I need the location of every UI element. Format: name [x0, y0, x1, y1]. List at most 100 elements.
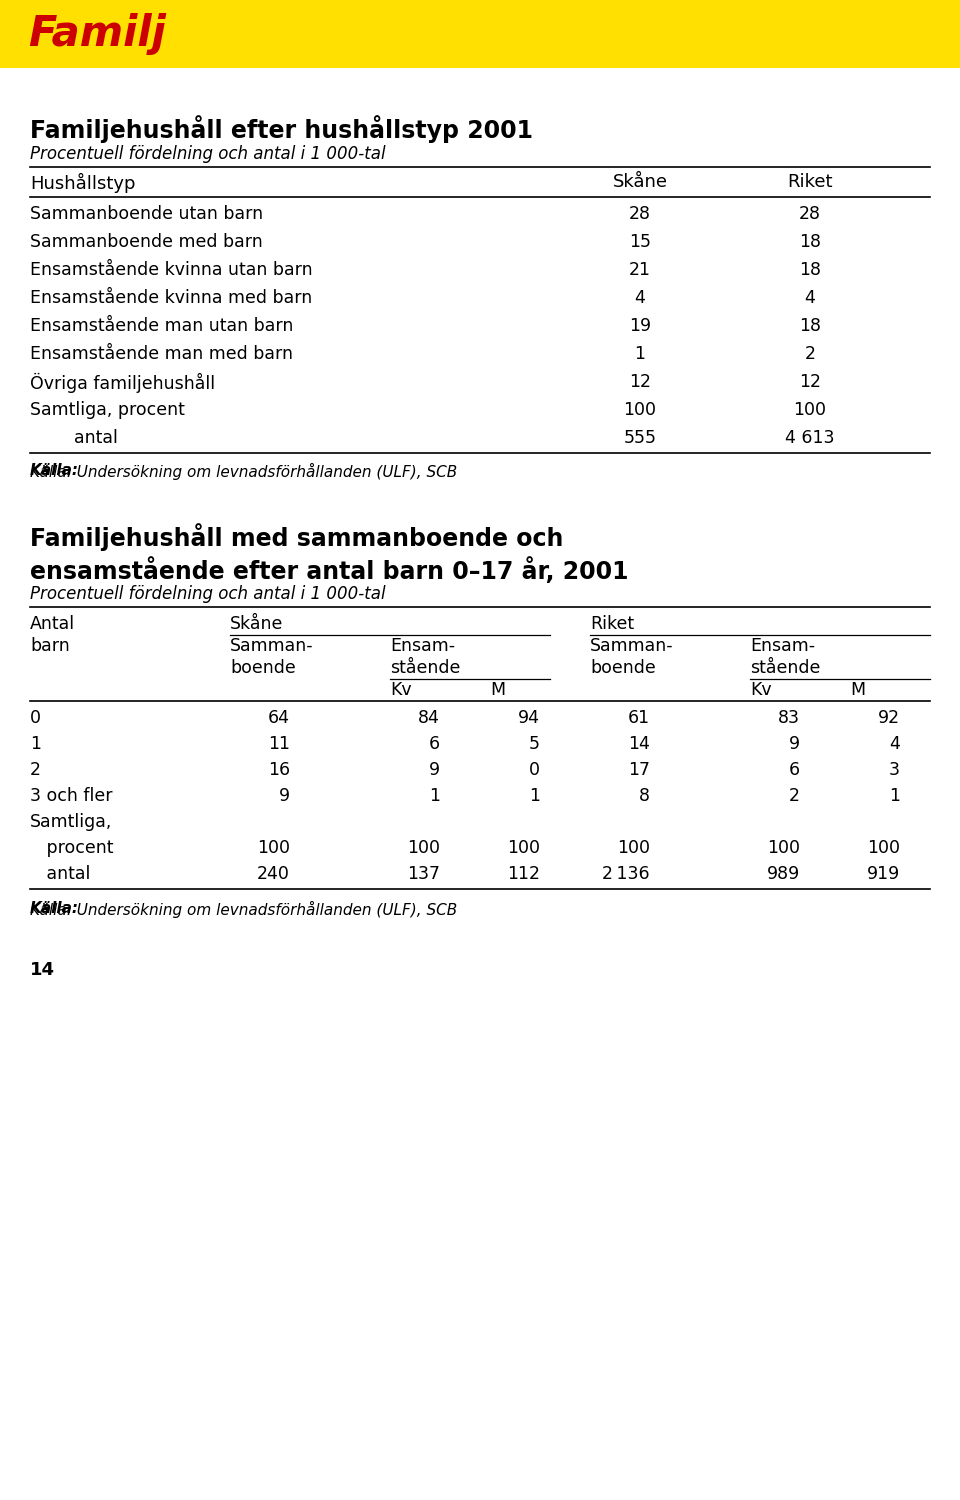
Text: 100: 100 [794, 400, 827, 418]
Text: 555: 555 [623, 429, 657, 447]
Text: 1: 1 [529, 788, 540, 806]
Text: Källa:: Källa: [30, 464, 79, 478]
Text: 17: 17 [628, 760, 650, 778]
Text: Källa:: Källa: [30, 902, 79, 916]
Text: 4: 4 [635, 290, 645, 308]
Text: boende: boende [590, 658, 656, 676]
Text: 28: 28 [799, 206, 821, 224]
Text: antal: antal [30, 429, 118, 447]
Text: ensamstående efter antal barn 0–17 år, 2001: ensamstående efter antal barn 0–17 år, 2… [30, 556, 629, 584]
Text: 28: 28 [629, 206, 651, 224]
Text: 9: 9 [429, 760, 440, 778]
Text: 2 136: 2 136 [602, 865, 650, 883]
Text: Familjehushåll med sammanboende och: Familjehushåll med sammanboende och [30, 524, 564, 550]
Text: 18: 18 [799, 261, 821, 279]
Text: 19: 19 [629, 316, 651, 334]
Text: Procentuell fördelning och antal i 1 000-tal: Procentuell fördelning och antal i 1 000… [30, 585, 386, 603]
Text: procent: procent [30, 839, 113, 856]
Text: 18: 18 [799, 232, 821, 250]
Text: 4: 4 [804, 290, 815, 308]
Text: 240: 240 [257, 865, 290, 883]
Text: Kv: Kv [750, 681, 772, 699]
Text: 12: 12 [629, 374, 651, 392]
Text: 1: 1 [30, 735, 41, 753]
Text: Antal: Antal [30, 615, 75, 633]
Text: 100: 100 [867, 839, 900, 856]
Text: 2: 2 [789, 788, 800, 806]
Text: 84: 84 [419, 710, 440, 728]
Text: Procentuell fördelning och antal i 1 000-tal: Procentuell fördelning och antal i 1 000… [30, 146, 386, 164]
Text: 1: 1 [889, 788, 900, 806]
Text: stående: stående [390, 658, 461, 676]
Text: Kv: Kv [390, 681, 412, 699]
Text: Skåne: Skåne [612, 172, 667, 190]
Text: Ensam-: Ensam- [390, 638, 455, 656]
Text: 100: 100 [257, 839, 290, 856]
Text: 919: 919 [867, 865, 900, 883]
Text: Riket: Riket [787, 172, 832, 190]
Text: boende: boende [230, 658, 296, 676]
Text: 8: 8 [639, 788, 650, 806]
Text: Hushållstyp: Hushållstyp [30, 172, 135, 194]
Text: Riket: Riket [590, 615, 635, 633]
Text: 0: 0 [529, 760, 540, 778]
Text: 137: 137 [407, 865, 440, 883]
Text: Sammanboende utan barn: Sammanboende utan barn [30, 206, 263, 224]
Text: Källa: Undersökning om levnadsförhållanden (ULF), SCB: Källa: Undersökning om levnadsförhålland… [30, 902, 457, 918]
Text: Ensamstående kvinna med barn: Ensamstående kvinna med barn [30, 290, 312, 308]
Text: 6: 6 [789, 760, 800, 778]
Text: Ensamstående man med barn: Ensamstående man med barn [30, 345, 293, 363]
Text: Familjehushåll efter hushållstyp 2001: Familjehushåll efter hushållstyp 2001 [30, 116, 533, 142]
Text: 100: 100 [767, 839, 800, 856]
Text: 61: 61 [628, 710, 650, 728]
Text: Övriga familjehushåll: Övriga familjehushåll [30, 374, 215, 393]
Text: 16: 16 [268, 760, 290, 778]
Text: 9: 9 [789, 735, 800, 753]
Text: 100: 100 [623, 400, 657, 418]
Text: 0: 0 [30, 710, 41, 728]
Text: 5: 5 [529, 735, 540, 753]
Text: antal: antal [30, 865, 90, 883]
Text: M: M [490, 681, 505, 699]
Text: 100: 100 [507, 839, 540, 856]
Text: 1: 1 [635, 345, 645, 363]
Text: 100: 100 [617, 839, 650, 856]
Text: Ensamstående kvinna utan barn: Ensamstående kvinna utan barn [30, 261, 313, 279]
Text: 100: 100 [407, 839, 440, 856]
Text: Samman-: Samman- [590, 638, 674, 656]
Text: 989: 989 [767, 865, 800, 883]
Text: 15: 15 [629, 232, 651, 250]
Text: 4: 4 [889, 735, 900, 753]
Text: 4 613: 4 613 [785, 429, 835, 447]
Text: 2: 2 [30, 760, 41, 778]
Text: Samman-: Samman- [230, 638, 314, 656]
Text: 64: 64 [268, 710, 290, 728]
Text: 14: 14 [30, 962, 55, 980]
Text: Sammanboende med barn: Sammanboende med barn [30, 232, 263, 250]
Text: 3: 3 [889, 760, 900, 778]
Text: Skåne: Skåne [230, 615, 283, 633]
Text: barn: barn [30, 638, 70, 656]
Text: 94: 94 [518, 710, 540, 728]
Text: 18: 18 [799, 316, 821, 334]
Text: 2: 2 [804, 345, 815, 363]
Text: 11: 11 [268, 735, 290, 753]
Text: 21: 21 [629, 261, 651, 279]
Text: 83: 83 [778, 710, 800, 728]
Text: Samtliga,: Samtliga, [30, 813, 112, 831]
Text: Samtliga, procent: Samtliga, procent [30, 400, 185, 418]
Text: 9: 9 [278, 788, 290, 806]
Text: 112: 112 [507, 865, 540, 883]
Text: Ensam-: Ensam- [750, 638, 815, 656]
Text: Källa: Undersökning om levnadsförhållanden (ULF), SCB: Källa: Undersökning om levnadsförhålland… [30, 464, 457, 480]
Text: 92: 92 [877, 710, 900, 728]
Text: 12: 12 [799, 374, 821, 392]
Text: M: M [850, 681, 865, 699]
Text: Familj: Familj [28, 13, 166, 55]
Text: Ensamstående man utan barn: Ensamstående man utan barn [30, 316, 294, 334]
Text: 14: 14 [628, 735, 650, 753]
Text: 1: 1 [429, 788, 440, 806]
Text: 6: 6 [429, 735, 440, 753]
Bar [0, 0, 960, 68]
Text: stående: stående [750, 658, 821, 676]
